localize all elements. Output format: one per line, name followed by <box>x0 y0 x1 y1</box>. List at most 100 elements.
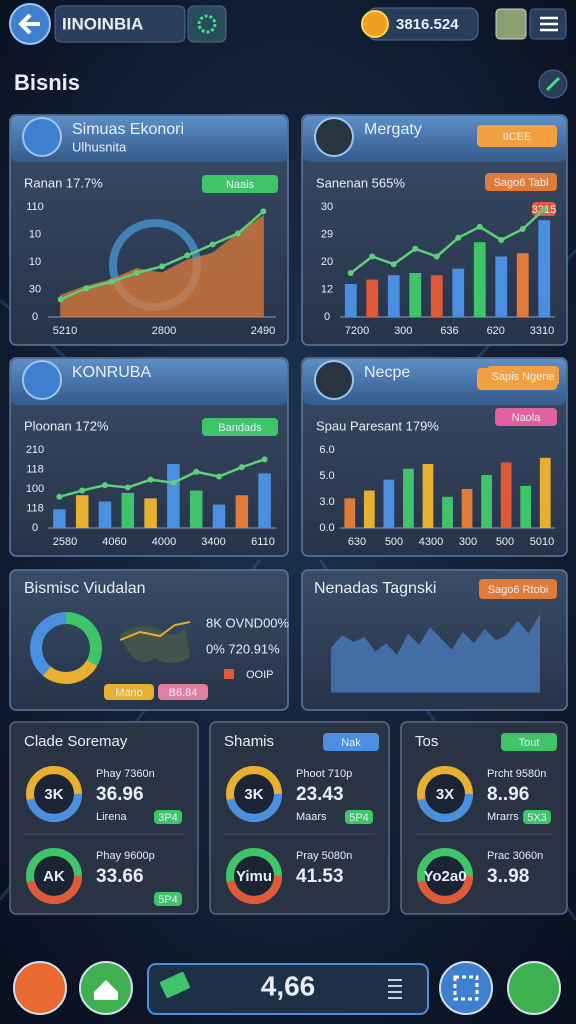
bar <box>387 275 400 317</box>
y-label: 29 <box>321 228 333 240</box>
panel-badge: IICEE <box>503 131 532 143</box>
nav-button[interactable] <box>13 961 67 1015</box>
panel-tag-bg <box>487 366 559 386</box>
stat-line: 8K OVND00% <box>206 615 290 630</box>
nav-button[interactable] <box>507 961 561 1015</box>
row-value: 33.66 <box>96 866 144 887</box>
x-label: 4000 <box>152 536 176 548</box>
y-label: 12 <box>321 283 333 295</box>
row-value: 8..96 <box>487 784 529 805</box>
y-label: 6.0 <box>319 444 334 456</box>
area <box>330 614 541 693</box>
trend-point <box>412 245 419 252</box>
settings-button[interactable] <box>187 5 227 43</box>
row-value: 23.43 <box>296 784 344 805</box>
row-caption: Phay 7360n <box>96 768 155 780</box>
x-label: 500 <box>496 536 514 548</box>
bar <box>189 490 203 528</box>
bar <box>442 496 453 528</box>
chip: B6.84 <box>169 687 198 699</box>
row-tag-bg <box>154 892 182 906</box>
trend-point <box>133 270 140 276</box>
trend-point <box>193 468 200 475</box>
stat-line: 0% 720.91% <box>206 641 280 656</box>
ring-label: Yimu <box>236 868 272 885</box>
section-heading: Bisnis <box>14 70 80 95</box>
row-value: 3..98 <box>487 866 529 887</box>
row-tag: 5X3 <box>527 812 547 824</box>
row-tag: 3P4 <box>158 812 178 824</box>
x-label: 4060 <box>102 536 126 548</box>
coin-count: 3816.524 <box>396 16 459 33</box>
bar <box>363 490 375 528</box>
nav-button[interactable] <box>439 961 493 1015</box>
x-label: 300 <box>459 536 477 548</box>
trend-point <box>159 263 165 270</box>
x-label: 4300 <box>419 536 443 548</box>
trend-point <box>347 270 354 276</box>
row-note: Mrarrs <box>487 811 519 823</box>
y-label: 0 <box>324 311 330 323</box>
trend-line <box>349 208 546 274</box>
panel-metric: Spau Paresant 179% <box>316 418 439 433</box>
ring-arc <box>26 848 82 904</box>
title-box <box>54 5 186 43</box>
panel-title: Mergaty <box>364 121 422 138</box>
trend-point <box>260 208 267 215</box>
panel-badge-bg <box>495 408 557 426</box>
y-label: 3.0 <box>319 496 334 508</box>
bar <box>409 273 422 317</box>
row-tag: 5P4 <box>158 894 178 906</box>
y-label: 118 <box>26 502 44 514</box>
x-label: 500 <box>385 536 403 548</box>
panel-badge-bg <box>477 125 557 147</box>
panel-title: Simuas Ekonori <box>72 121 184 138</box>
row-value: 36.96 <box>96 784 144 805</box>
trend-point <box>433 253 440 260</box>
x-label: 636 <box>440 325 458 337</box>
donut-segment <box>42 659 98 684</box>
trend-point <box>124 484 131 491</box>
panel-title: Necpe <box>364 364 410 381</box>
x-label: 6110 <box>251 536 275 548</box>
ring-arc <box>226 848 282 904</box>
chip: Mano <box>115 687 143 699</box>
ring-arc <box>226 766 282 822</box>
panel-icon <box>22 360 62 400</box>
x-label: 3310 <box>530 325 554 337</box>
trend-point <box>476 223 483 230</box>
trend-point <box>79 487 86 494</box>
y-label: 30 <box>321 201 333 213</box>
trend-point <box>390 261 397 268</box>
trend-point <box>83 285 89 292</box>
panel-badge: Naola <box>512 412 542 424</box>
bar <box>495 256 508 317</box>
x-label: 5010 <box>530 536 554 548</box>
trend-point <box>56 493 63 500</box>
bar <box>452 268 465 317</box>
area <box>60 214 264 318</box>
row-caption: Phay 9600p <box>96 850 155 862</box>
bar <box>53 509 66 528</box>
y-label: 210 <box>26 444 44 456</box>
bar <box>212 504 226 528</box>
gear-icon <box>197 14 217 34</box>
trend-point <box>498 237 505 243</box>
panel-icon <box>314 117 354 157</box>
y-label: 0 <box>32 522 38 534</box>
bar <box>422 464 434 528</box>
ring-arc <box>417 766 473 822</box>
app-title: IINOINBIA <box>62 14 143 33</box>
trend-point <box>57 296 64 303</box>
panel-title: Bismisc Viudalan <box>24 580 146 597</box>
bar <box>344 498 356 528</box>
trend-point <box>238 464 245 471</box>
trend-point <box>170 479 177 486</box>
back-arrow <box>18 13 40 35</box>
panel-badge: Naais <box>226 179 255 191</box>
avatar[interactable] <box>495 8 527 40</box>
trend-line <box>59 458 266 499</box>
bar <box>383 479 395 528</box>
row-caption: Prac 3060n <box>487 850 543 862</box>
